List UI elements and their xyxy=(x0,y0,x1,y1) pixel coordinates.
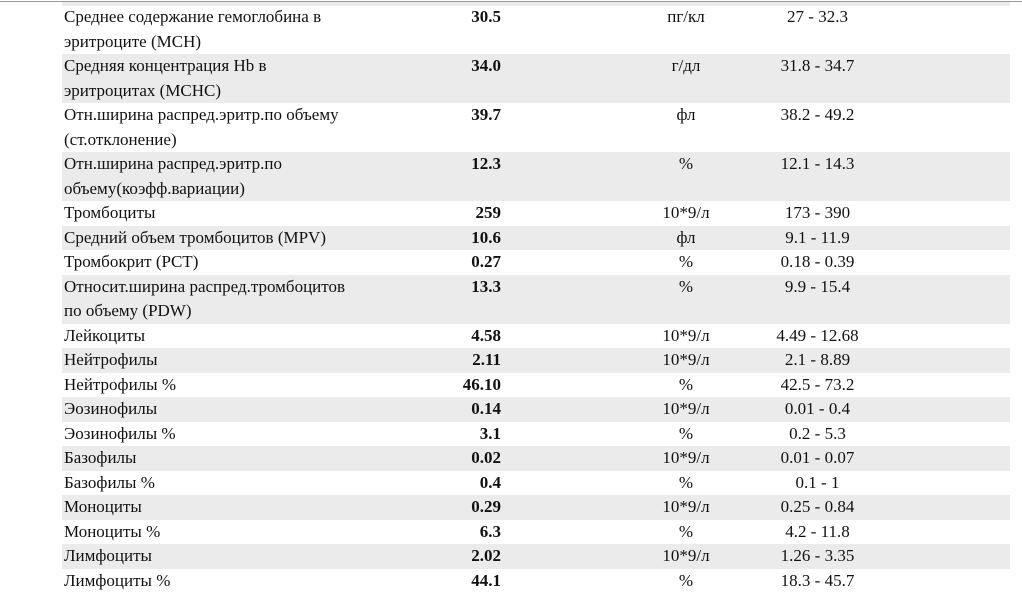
test-name: Относит.ширина распред.тромбоцитов по об… xyxy=(64,276,346,321)
test-name: Средний объем тромбоцитов (MPV) xyxy=(64,227,326,247)
top-divider xyxy=(0,1,1022,2)
table-row: Моноциты 0.29 10*9/л 0.25 - 0.84 xyxy=(62,495,1010,520)
test-value: 4.58 xyxy=(471,325,501,345)
table-row: Базофилы % 0.4% 0.1 - 1 xyxy=(62,471,1010,496)
test-unit: фл xyxy=(676,105,696,124)
reference-range: 18.3 - 45.7 xyxy=(780,570,855,590)
test-value: 46.10 xyxy=(462,374,501,394)
test-name: Нейтрофилы % xyxy=(64,374,176,394)
table-row: Эозинофилы 0.14 10*9/л 0.01 - 0.4 xyxy=(62,397,1010,422)
test-value: 259 xyxy=(475,203,502,222)
test-name: Нейтрофилы xyxy=(64,350,158,369)
test-unit: 10*9/л xyxy=(662,399,710,418)
table-row: Базофилы 0.02 10*9/л 0.01 - 0.07 xyxy=(62,446,1010,471)
test-name: Лимфоциты % xyxy=(64,570,171,590)
partial-row-cut-off xyxy=(62,2,1010,6)
test-name: Среднее содержание гемоглобина в эритроц… xyxy=(64,7,322,51)
reference-range: 0.01 - 0.07 xyxy=(780,448,855,467)
test-name: Отн.ширина распред.эритр.по объему (ст.о… xyxy=(64,105,339,149)
test-unit: г/дл xyxy=(671,56,701,75)
reference-range: 42.5 - 73.2 xyxy=(780,374,855,394)
test-value: 12.3 xyxy=(471,154,501,173)
test-value: 30.5 xyxy=(471,7,501,26)
test-value: 3.1 xyxy=(479,423,501,443)
test-unit: % xyxy=(678,276,694,296)
reference-range: 9.9 - 15.4 xyxy=(784,276,851,296)
reference-range: 27 - 32.3 xyxy=(787,7,848,26)
reference-range: 4.49 - 12.68 xyxy=(776,325,859,345)
table-row: Отн.ширина распред.эритр.по объему (ст.о… xyxy=(62,103,1010,152)
reference-range: 2.1 - 8.89 xyxy=(784,350,851,369)
test-unit: 10*9/л xyxy=(662,325,710,345)
reference-range: 0.1 - 1 xyxy=(795,472,840,492)
test-name: Тромбоциты xyxy=(64,203,156,222)
test-name: Базофилы % xyxy=(64,472,155,492)
reference-range: 4.2 - 11.8 xyxy=(785,521,850,541)
reference-range: 12.1 - 14.3 xyxy=(780,154,855,173)
reference-range: 0.25 - 0.84 xyxy=(780,497,855,516)
reference-range: 38.2 - 49.2 xyxy=(780,105,855,124)
test-name: Отн.ширина распред.эритр.по объему(коэфф… xyxy=(64,154,283,198)
test-unit: % xyxy=(678,570,694,590)
table-row: Относит.ширина распред.тромбоцитов по об… xyxy=(62,274,1010,324)
table-row: Лимфоциты % 44.1% 18.3 - 45.7 xyxy=(62,569,1010,594)
reference-range: 0.18 - 0.39 xyxy=(780,252,855,271)
test-unit: % xyxy=(678,374,694,394)
test-name: Моноциты % xyxy=(64,521,161,541)
test-unit: % xyxy=(678,252,694,271)
test-unit: 10*9/л xyxy=(662,203,710,222)
test-unit: пг/кл xyxy=(667,7,705,26)
lab-results-table: Среднее содержание гемоглобина в эритроц… xyxy=(62,5,1010,593)
reference-range: 0.01 - 0.4 xyxy=(784,399,851,418)
test-name: Лимфоциты xyxy=(64,546,152,565)
reference-range: 173 - 390 xyxy=(784,203,851,222)
test-name: Средняя концентрация Hb в эритроцитах (M… xyxy=(64,56,267,100)
test-unit: 10*9/л xyxy=(662,448,710,467)
test-unit: фл xyxy=(676,227,696,247)
test-value: 0.4 xyxy=(479,472,501,492)
test-value: 0.29 xyxy=(471,497,501,516)
table-row: Средняя концентрация Hb в эритроцитах (M… xyxy=(62,54,1010,103)
table-row: Отн.ширина распред.эритр.по объему(коэфф… xyxy=(62,152,1010,201)
table-row: Эозинофилы % 3.1% 0.2 - 5.3 xyxy=(62,422,1010,447)
test-value: 6.3 xyxy=(479,521,501,541)
test-name: Эозинофилы % xyxy=(64,423,176,443)
test-name: Лейкоциты xyxy=(64,325,145,345)
reference-range: 0.2 - 5.3 xyxy=(789,423,846,443)
test-name: Моноциты xyxy=(64,497,142,516)
test-unit: 10*9/л xyxy=(662,497,710,516)
test-name: Базофилы xyxy=(64,448,137,467)
reference-range: 9.1 - 11.9 xyxy=(785,227,850,247)
test-unit: 10*9/л xyxy=(662,546,710,565)
table-row: Нейтрофилы % 46.10% 42.5 - 73.2 xyxy=(62,373,1010,398)
reference-range: 1.26 - 3.35 xyxy=(780,546,855,565)
test-unit: % xyxy=(678,423,694,443)
test-value: 2.02 xyxy=(471,546,501,565)
table-row: Лимфоциты 2.02 10*9/л 1.26 - 3.35 xyxy=(62,544,1010,569)
test-unit: % xyxy=(678,154,694,173)
table-row: Нейтрофилы 2.11 10*9/л 2.1 - 8.89 xyxy=(62,348,1010,373)
table-row: Моноциты % 6.3% 4.2 - 11.8 xyxy=(62,520,1010,545)
reference-range: 31.8 - 34.7 xyxy=(780,56,855,75)
test-name: Тромбокрит (PCT) xyxy=(64,252,199,271)
test-unit: % xyxy=(678,472,694,492)
test-value: 0.27 xyxy=(471,252,501,271)
table-row: Среднее содержание гемоглобина в эритроц… xyxy=(62,5,1010,54)
table-row: Лейкоциты 4.58 10*9/л 4.49 - 12.68 xyxy=(62,324,1010,349)
table-row: Тромбокрит (PCT) 0.27% 0.18 - 0.39 xyxy=(62,250,1010,275)
table-row: Средний объем тромбоцитов (MPV) 10.6 фл 9.1… xyxy=(62,225,1010,250)
test-value: 44.1 xyxy=(471,570,501,590)
test-value: 10.6 xyxy=(471,227,501,247)
test-unit: 10*9/л xyxy=(662,350,710,369)
test-value: 34.0 xyxy=(471,56,501,75)
table-row: Тромбоциты 259 10*9/л 173 - 390 xyxy=(62,201,1010,226)
test-value: 0.14 xyxy=(471,399,501,418)
test-value: 2.11 xyxy=(472,350,501,369)
test-value: 0.02 xyxy=(471,448,501,467)
test-value: 13.3 xyxy=(471,276,501,296)
test-unit: % xyxy=(678,521,694,541)
test-value: 39.7 xyxy=(471,105,501,124)
test-name: Эозинофилы xyxy=(64,399,158,418)
